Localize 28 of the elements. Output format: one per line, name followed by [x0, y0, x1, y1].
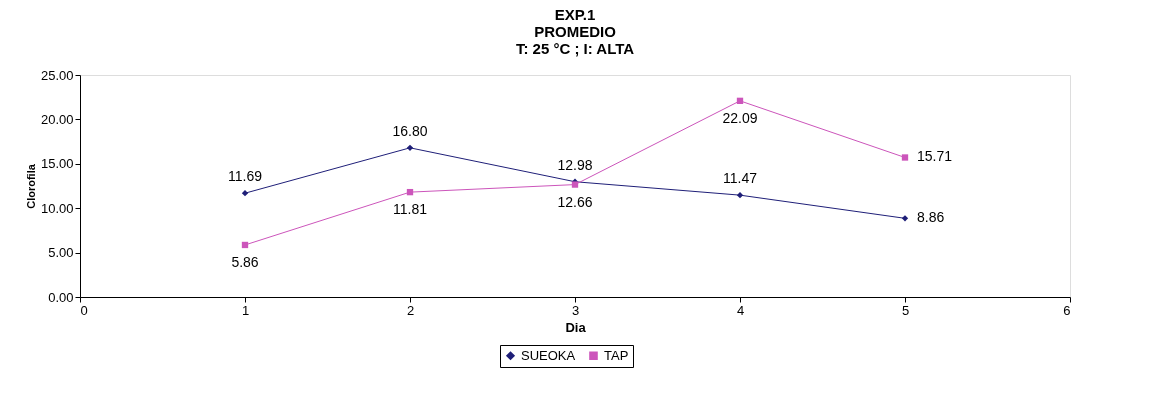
- y-tick-label: 20.00: [40, 111, 74, 127]
- data-label: 8.86: [917, 209, 945, 226]
- data-label: 11.81: [393, 201, 428, 218]
- legend-label: SUEOKA: [521, 347, 576, 363]
- data-label: 15.71: [917, 148, 953, 165]
- chart-title: EXP.1 PROMEDIO T: 25 °C ; I: ALTA: [515, 6, 635, 57]
- x-tick-label: 6: [1063, 302, 1071, 318]
- data-label: 5.86: [231, 253, 259, 270]
- x-axis-title: Dia: [565, 319, 587, 335]
- x-tick-label: 4: [736, 302, 745, 318]
- y-axis-title: Clorofila: [24, 163, 37, 209]
- data-label: 11.69: [228, 168, 263, 185]
- y-tick-label: 15.00: [40, 156, 74, 172]
- x-tick-label: 5: [901, 302, 910, 318]
- data-label: 16.80: [392, 122, 428, 139]
- data-label: 22.09: [722, 109, 758, 126]
- y-tick-label: 0.00: [48, 289, 74, 305]
- data-label: 11.47: [723, 170, 758, 187]
- x-tick-label: 3: [571, 302, 580, 318]
- legend-label: TAP: [604, 347, 629, 363]
- x-tick-label: 2: [406, 302, 415, 318]
- x-tick-label: 0: [80, 302, 88, 318]
- y-tick-label: 10.00: [40, 200, 74, 216]
- x-tick-label: 1: [241, 302, 250, 318]
- y-tick-label: 5.00: [48, 245, 74, 261]
- data-label: 12.98: [557, 156, 593, 173]
- y-tick-label: 25.00: [40, 67, 74, 83]
- data-label: 12.66: [557, 193, 593, 210]
